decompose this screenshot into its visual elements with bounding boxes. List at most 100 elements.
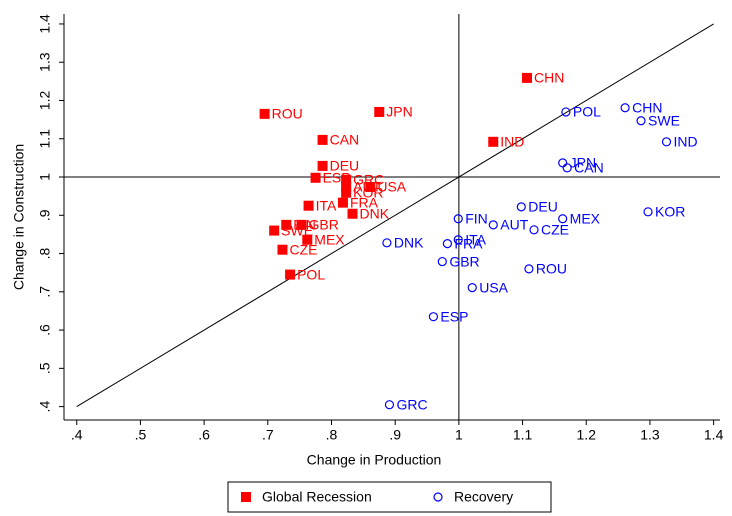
point-label: GBR xyxy=(309,217,339,233)
point-label: CHN xyxy=(534,70,564,86)
point xyxy=(341,181,352,192)
point-label: ESP xyxy=(440,308,468,324)
point xyxy=(281,219,292,230)
point-label: POL xyxy=(573,104,601,120)
x-tick-label: .9 xyxy=(389,427,401,443)
point xyxy=(522,72,533,83)
point xyxy=(437,256,447,267)
y-tick-label: .6 xyxy=(37,324,53,336)
point xyxy=(365,181,376,192)
point-label: ROU xyxy=(272,106,303,122)
point xyxy=(558,158,568,168)
point-label: GRC xyxy=(396,396,427,412)
legend-box xyxy=(227,481,552,513)
x-tick-label: .7 xyxy=(262,427,274,443)
point-label: CAN xyxy=(574,160,604,176)
point xyxy=(488,136,499,147)
point-label: USA xyxy=(377,179,406,195)
point xyxy=(562,163,572,173)
x-tick-label: .4 xyxy=(71,427,83,443)
legend-label: Recovery xyxy=(454,489,513,505)
x-tick-label: 1.4 xyxy=(704,427,724,443)
point-label: DEU xyxy=(330,158,360,174)
point-label: JPN xyxy=(386,104,412,120)
point xyxy=(302,234,313,245)
point xyxy=(303,200,314,211)
y-tick-label: 1.3 xyxy=(37,52,53,72)
x-tick-label: 1 xyxy=(455,427,463,443)
point-label: ITA xyxy=(316,197,337,213)
point xyxy=(341,187,352,198)
x-tick-label: .5 xyxy=(135,427,147,443)
point xyxy=(488,220,498,230)
point xyxy=(561,107,571,117)
y-tick-label: 1.1 xyxy=(37,129,53,149)
diagonal-line xyxy=(76,23,714,408)
point-label: ITA xyxy=(465,231,486,247)
point-label: CZE xyxy=(289,241,317,257)
point xyxy=(643,207,653,217)
point xyxy=(296,219,307,230)
point-label: IND xyxy=(500,134,524,150)
point-label: JPN xyxy=(570,155,596,171)
point xyxy=(285,269,296,280)
point-label: DNK xyxy=(394,235,424,251)
point xyxy=(453,214,463,224)
point-label: SWE xyxy=(648,112,680,128)
point xyxy=(341,174,352,185)
point xyxy=(467,283,477,293)
y-tick-label: .5 xyxy=(37,362,53,374)
point-label: KOR xyxy=(353,184,383,200)
y-tick-label: 1.2 xyxy=(37,91,53,111)
point xyxy=(374,106,385,117)
y-tick-label: .4 xyxy=(37,401,53,413)
point xyxy=(269,225,280,236)
point xyxy=(347,208,358,219)
point xyxy=(524,264,534,274)
point xyxy=(428,312,438,322)
point-label: CZE xyxy=(541,222,569,238)
point-label: KOR xyxy=(655,204,685,220)
point xyxy=(661,137,672,147)
x-tick-label: 1.2 xyxy=(577,427,597,443)
legend-marker xyxy=(241,492,251,502)
legend-label: Global Recession xyxy=(262,489,372,505)
x-tick-label: 1.1 xyxy=(513,427,533,443)
point-label: AUT xyxy=(500,217,528,233)
point-label: MEX xyxy=(314,231,345,247)
point-label: DNK xyxy=(360,205,390,221)
y-tick-label: .9 xyxy=(37,209,53,221)
x-tick-label: .8 xyxy=(326,427,338,443)
x-axis-title: Change in Production xyxy=(307,452,442,468)
point xyxy=(259,108,270,119)
x-tick-label: .6 xyxy=(198,427,210,443)
point-label: MEX xyxy=(570,210,601,226)
point-label: GRC xyxy=(353,171,384,187)
point xyxy=(317,134,328,145)
legend-marker xyxy=(433,492,443,502)
point-label: POL xyxy=(297,266,325,282)
y-tick-label: 1.4 xyxy=(37,14,53,34)
x-tick-label: 1.3 xyxy=(640,427,660,443)
point-label: SWE xyxy=(281,222,313,238)
point-label: CHN xyxy=(632,99,662,115)
y-axis-title: Change in Construction xyxy=(11,144,27,290)
point xyxy=(382,238,392,248)
y-tick-label: 1 xyxy=(37,173,53,181)
point xyxy=(529,225,539,235)
point xyxy=(310,172,321,183)
point-label: FIN xyxy=(465,210,488,226)
point-label: FRA xyxy=(454,235,483,251)
point xyxy=(558,214,568,224)
point-label: ROU xyxy=(536,261,567,277)
point xyxy=(453,235,463,245)
point xyxy=(384,400,395,410)
point-label: USA xyxy=(479,279,508,295)
point-label: IND xyxy=(674,134,698,150)
point xyxy=(636,116,646,126)
point xyxy=(442,238,453,249)
y-tick-label: .7 xyxy=(37,286,53,298)
point-label: CAN xyxy=(330,132,360,148)
point xyxy=(516,202,526,212)
